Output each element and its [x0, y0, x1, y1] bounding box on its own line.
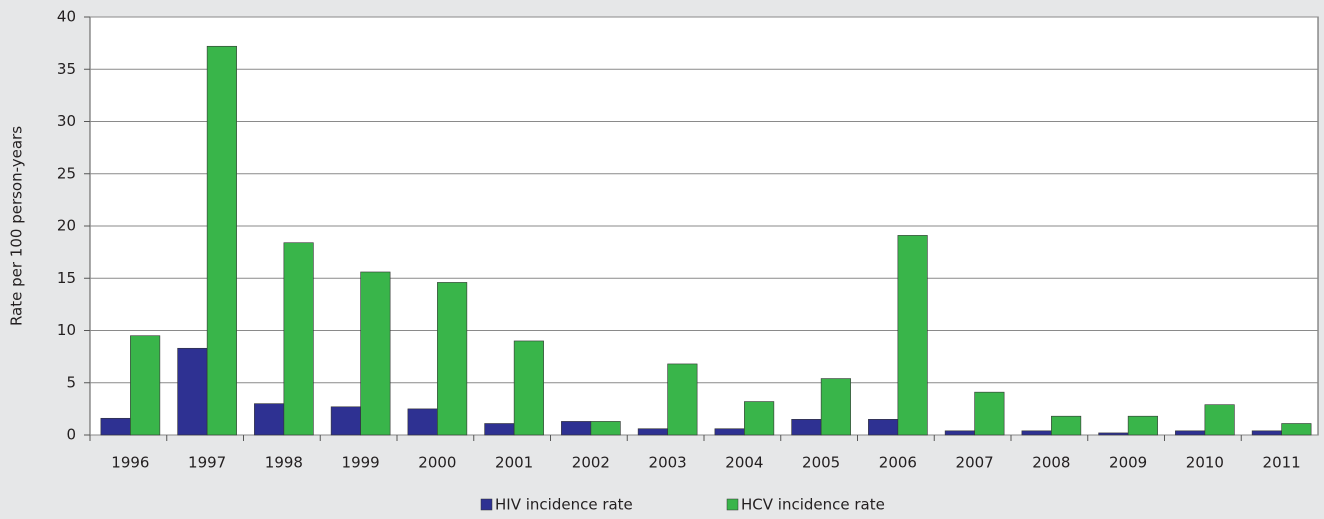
x-tick-label: 2008 — [1032, 454, 1070, 472]
y-tick-label: 25 — [57, 164, 76, 182]
x-tick-label: 2009 — [1109, 454, 1147, 472]
y-tick-label: 0 — [66, 426, 76, 444]
bar — [744, 401, 775, 436]
bar — [100, 417, 131, 436]
bar — [130, 335, 161, 436]
bar — [1051, 415, 1082, 436]
x-tick-label: 1998 — [265, 454, 303, 472]
bar — [714, 428, 745, 436]
y-tick-label: 5 — [66, 373, 76, 391]
x-tick-label: 2000 — [418, 454, 456, 472]
bar — [283, 242, 314, 436]
y-tick-label: 35 — [57, 60, 76, 78]
x-tick-label: 2005 — [802, 454, 840, 472]
bar — [897, 235, 928, 436]
bar — [1098, 432, 1129, 436]
bar — [437, 282, 468, 436]
x-tick-label: 2001 — [495, 454, 533, 472]
y-tick-label: 30 — [57, 112, 76, 130]
bar — [177, 347, 208, 436]
bar — [667, 363, 698, 436]
x-tick-label: 2002 — [572, 454, 610, 472]
x-tick-label: 1997 — [188, 454, 226, 472]
legend-swatch — [480, 498, 493, 511]
bar — [1175, 430, 1206, 436]
bar — [407, 408, 438, 436]
bar — [590, 421, 621, 436]
x-tick-label: 2011 — [1263, 454, 1301, 472]
bar — [484, 423, 515, 436]
legend-label: HIV incidence rate — [495, 496, 633, 514]
legend-label: HCV incidence rate — [741, 496, 885, 514]
bar — [944, 430, 975, 436]
legend-swatch — [726, 498, 739, 511]
bar — [637, 428, 668, 436]
x-tick-label: 2003 — [649, 454, 687, 472]
bar — [513, 340, 544, 436]
x-tick-label: 2006 — [879, 454, 917, 472]
x-tick-label: 2004 — [725, 454, 763, 472]
bar — [360, 271, 391, 436]
bar — [868, 419, 899, 436]
bar — [1021, 430, 1052, 436]
x-tick-label: 1996 — [111, 454, 149, 472]
bar — [791, 419, 822, 436]
y-tick-label: 20 — [57, 217, 76, 235]
bar — [1127, 415, 1158, 436]
x-tick-label: 2010 — [1186, 454, 1224, 472]
bar — [1281, 423, 1312, 436]
y-tick-label: 10 — [57, 321, 76, 339]
x-tick-label: 2007 — [956, 454, 994, 472]
y-axis-label: Rate per 100 person-years — [8, 126, 26, 326]
bar — [561, 421, 592, 436]
bar — [330, 406, 361, 436]
x-tick-label: 1999 — [342, 454, 380, 472]
y-tick-label: 15 — [57, 269, 76, 287]
bar — [974, 391, 1005, 436]
bar — [206, 45, 237, 436]
y-tick-label: 40 — [57, 8, 76, 26]
bar — [820, 378, 851, 436]
bar — [1204, 404, 1235, 436]
bar — [1251, 430, 1282, 436]
bar — [254, 403, 285, 436]
